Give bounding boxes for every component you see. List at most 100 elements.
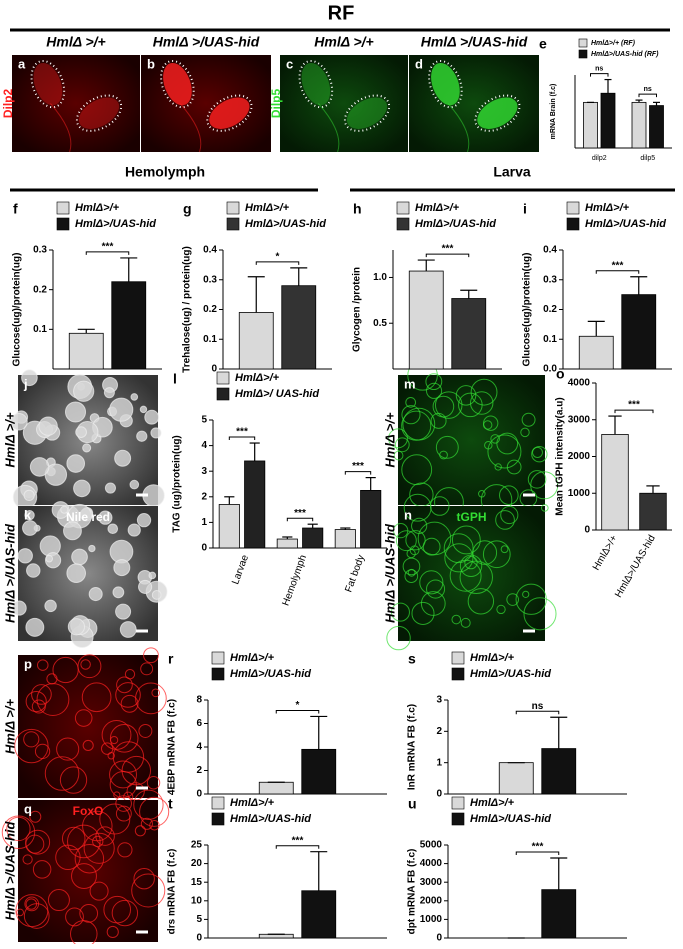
cell: [30, 458, 49, 477]
cell: [108, 524, 118, 534]
y-axis-label: TAG (ug)/protein(ug): [172, 435, 183, 533]
y-tick-label: 6: [196, 718, 202, 729]
panel-letter: l: [173, 371, 177, 387]
legend-label: HmlΔ>/+: [585, 202, 630, 214]
y-tick-label: 0.2: [33, 284, 47, 295]
significance-label: ***: [292, 835, 304, 846]
cell: [128, 524, 140, 536]
y-tick-label: 0.4: [203, 245, 217, 256]
bar: [452, 299, 486, 369]
y-tick-label: 5: [196, 914, 202, 925]
legend-label: HmlΔ>/+: [230, 797, 275, 809]
y-tick-label: 1000: [420, 914, 443, 925]
significance-label: ***: [294, 508, 306, 519]
bar: [584, 102, 598, 148]
y-tick-label: 0.1: [33, 324, 47, 335]
cell: [67, 455, 85, 473]
y-axis-label: drs mRNA FB (f.c): [167, 849, 178, 935]
bar: [632, 102, 646, 148]
y-tick-label: 2: [196, 765, 202, 776]
cell: [27, 564, 40, 577]
y-tick-label: 20: [191, 858, 203, 869]
stain-label: Nile red: [66, 510, 110, 524]
cell: [105, 483, 115, 493]
legend-swatch: [452, 813, 464, 825]
panel-letter: f: [13, 201, 18, 217]
significance-label: *: [276, 251, 280, 262]
legend-label: HmlΔ>/+: [75, 202, 120, 214]
y-tick-label: 0: [584, 525, 590, 536]
legend-label: HmlΔ>/UAS-hid (RF): [591, 51, 659, 58]
x-tick-label: dilp5: [640, 155, 655, 162]
bar: [303, 528, 323, 548]
bar: [579, 336, 613, 369]
legend-swatch: [57, 218, 69, 230]
y-axis-label: dpt mRNA FB (f.c): [407, 849, 418, 935]
micrograph: [280, 55, 408, 152]
genotype-label: HmlΔ >/+: [2, 698, 17, 754]
y-tick-label: 25: [191, 840, 203, 851]
bar: [602, 434, 629, 530]
cell: [137, 431, 147, 441]
y-tick-label: 4000: [420, 858, 443, 869]
legend-label: HmlΔ>/ UAS-hid: [235, 388, 319, 400]
stain-label: FoxO: [73, 804, 104, 818]
panel-letter: h: [353, 201, 362, 217]
cell: [131, 394, 138, 401]
legend-swatch: [397, 218, 409, 230]
legend-label: HmlΔ>/UAS-hid: [470, 813, 551, 825]
genotype-label: HmlΔ >/UAS-hid: [421, 34, 528, 50]
bar: [219, 504, 239, 548]
y-tick-label: 0.3: [543, 274, 557, 285]
y-tick-label: 5000: [420, 840, 443, 851]
cell: [120, 622, 136, 638]
cell: [18, 549, 32, 563]
significance-bracket: [591, 74, 609, 77]
panel-letter: q: [24, 801, 32, 816]
y-tick-label: 1: [201, 517, 207, 528]
x-tick-label: dilp2: [592, 155, 607, 162]
x-tick-label: HmlΔ>/UAS-hid: [613, 533, 658, 599]
bar: [499, 763, 533, 794]
panel-letter: k: [24, 507, 32, 522]
legend-label: HmlΔ>/+: [235, 372, 280, 384]
legend-label: HmlΔ>/+: [470, 652, 515, 664]
y-axis-label: Glycogen /protein: [352, 267, 363, 352]
legend-label: HmlΔ>/UAS-hid: [415, 218, 496, 230]
panel-letter: e: [539, 36, 547, 52]
legend-swatch: [212, 652, 224, 664]
y-tick-label: 4: [196, 742, 202, 753]
y-tick-label: 0: [436, 933, 442, 944]
y-tick-label: 15: [191, 877, 203, 888]
cell: [110, 398, 133, 421]
bar: [69, 333, 103, 369]
legend-label: HmlΔ>/UAS-hid: [585, 218, 666, 230]
x-tick-label: HmlΔ>/+: [591, 533, 620, 572]
cell: [83, 444, 91, 452]
bar: [601, 93, 615, 148]
y-tick-label: 4000: [568, 378, 591, 389]
cell: [116, 604, 131, 619]
legend-label: HmlΔ>/+: [245, 202, 290, 214]
panel-letter: m: [404, 376, 416, 391]
legend-label: HmlΔ>/UAS-hid: [230, 813, 311, 825]
stain-label: Dilp2: [1, 89, 15, 119]
panel-letter: j: [23, 376, 28, 391]
y-tick-label: 8: [196, 695, 202, 706]
significance-bracket: [639, 94, 657, 97]
bar: [542, 749, 576, 794]
legend-swatch: [217, 372, 229, 384]
bar: [361, 490, 381, 548]
legend-swatch: [217, 388, 229, 400]
y-axis-label: 4EBP mRNA FB (f.c): [167, 699, 178, 795]
micrograph: [141, 55, 271, 152]
significance-label: ***: [628, 400, 640, 411]
section-title: Hemolymph: [125, 164, 205, 180]
significance-label: ***: [102, 242, 114, 253]
legend-label: HmlΔ>/+: [470, 797, 515, 809]
cell: [74, 480, 91, 497]
cell: [72, 549, 88, 565]
y-tick-label: 0.4: [543, 245, 557, 256]
legend-swatch: [452, 797, 464, 809]
